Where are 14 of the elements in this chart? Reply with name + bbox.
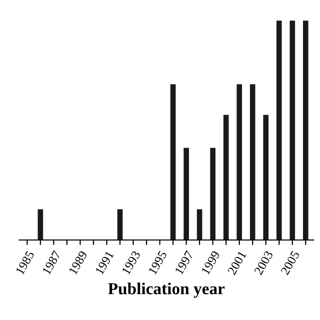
bar — [223, 114, 229, 240]
bar — [250, 84, 256, 240]
bar — [184, 148, 189, 240]
bar — [236, 84, 242, 240]
bar — [302, 20, 308, 240]
bar — [290, 20, 296, 240]
bar — [117, 209, 123, 240]
x-axis-title: Publication year — [108, 282, 225, 298]
bar — [263, 114, 269, 240]
bar — [170, 84, 176, 240]
bar — [196, 209, 202, 240]
bar — [276, 20, 282, 240]
bar — [38, 209, 44, 240]
bar — [210, 148, 216, 240]
